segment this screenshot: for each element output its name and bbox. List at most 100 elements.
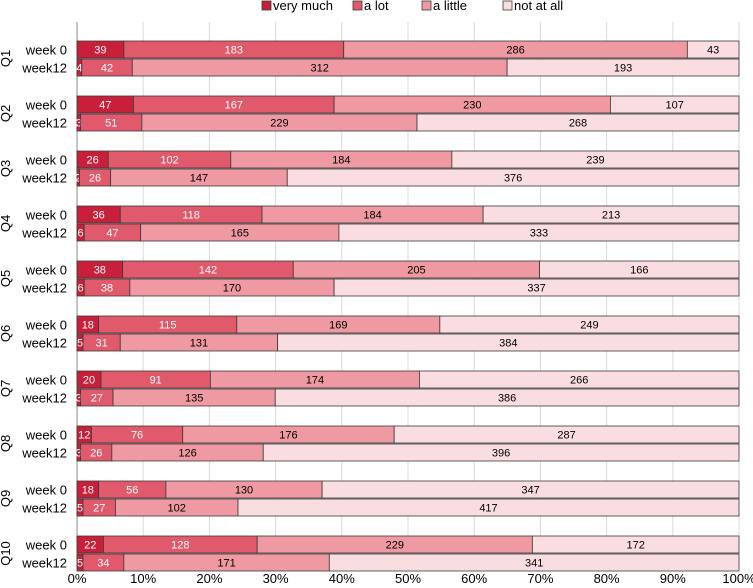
bar-segment <box>531 535 740 554</box>
data-label: 5 <box>77 338 83 350</box>
legend-swatch <box>421 0 432 11</box>
data-label: 3 <box>76 448 82 460</box>
row-label: week 0 <box>25 153 67 168</box>
row-label: week 0 <box>25 538 67 553</box>
bar-segment <box>262 443 740 462</box>
data-label: 43 <box>707 45 719 57</box>
data-label: 4 <box>76 63 82 75</box>
data-label: 130 <box>235 485 253 497</box>
row-label: week 0 <box>25 428 67 443</box>
row-label: week12 <box>21 391 67 406</box>
row-label: week 0 <box>25 208 67 223</box>
row-label: week12 <box>21 336 67 351</box>
data-label: 312 <box>311 63 329 75</box>
row-label: week 0 <box>25 43 67 58</box>
legend: very much a lot a little not at all <box>261 0 563 13</box>
data-label: 193 <box>614 63 632 75</box>
bar-segment <box>610 95 740 114</box>
data-label: 167 <box>225 100 243 112</box>
row-label: week12 <box>21 556 67 571</box>
data-label: 184 <box>363 210 381 222</box>
data-label: 102 <box>168 503 186 515</box>
data-label: 12 <box>78 430 90 442</box>
data-label: 18 <box>82 485 94 497</box>
bar-segment <box>321 480 740 499</box>
data-label: 102 <box>160 155 178 167</box>
bar-segment <box>393 425 740 444</box>
data-label: 3 <box>76 118 82 130</box>
data-label: 34 <box>97 558 109 570</box>
data-label: 51 <box>105 118 117 130</box>
data-label: 396 <box>492 448 510 460</box>
row-label: week12 <box>21 116 67 131</box>
data-label: 266 <box>570 375 588 387</box>
data-label: 5 <box>77 503 83 515</box>
data-label: 76 <box>131 430 143 442</box>
data-label: 26 <box>86 155 98 167</box>
data-label: 142 <box>199 265 217 277</box>
data-label: 205 <box>407 265 425 277</box>
x-tick-label: 60% <box>461 571 487 586</box>
data-label: 386 <box>498 393 516 405</box>
bar-segment <box>338 223 740 242</box>
data-label: 115 <box>159 320 177 332</box>
data-label: 147 <box>190 173 208 185</box>
data-label: 3 <box>76 393 82 405</box>
group-label: Q5 <box>0 270 13 287</box>
data-label: 169 <box>329 320 347 332</box>
data-label: 249 <box>580 320 598 332</box>
data-label: 229 <box>386 540 404 552</box>
bar-segment <box>328 553 740 572</box>
x-axis-ticks: 0% 10% 20% 30% 40% 50% 60% 70% 80% 90% 100% <box>68 571 753 586</box>
data-label: 26 <box>89 173 101 185</box>
row-label: week 0 <box>25 373 67 388</box>
bar-segment <box>419 370 740 389</box>
group-label: Q7 <box>0 380 13 397</box>
data-label: 2 <box>75 173 81 185</box>
data-label: 107 <box>666 100 684 112</box>
legend-entry: very much <box>273 0 333 13</box>
legend-entry: a little <box>433 0 467 13</box>
row-label: week12 <box>21 61 67 76</box>
data-label: 26 <box>90 448 102 460</box>
data-label: 38 <box>101 283 113 295</box>
bar-segment <box>506 58 740 77</box>
bar-segment <box>286 168 740 187</box>
group-label: Q6 <box>0 325 13 342</box>
x-tick-label: 80% <box>594 571 620 586</box>
row-label: week12 <box>21 281 67 296</box>
data-label: 229 <box>270 118 288 130</box>
row-label: week 0 <box>25 483 67 498</box>
data-label: 341 <box>525 558 543 570</box>
legend-entry: a lot <box>364 0 389 13</box>
bar-segment <box>686 40 740 59</box>
bar-segment <box>237 498 740 517</box>
data-label: 239 <box>586 155 604 167</box>
data-label: 18 <box>82 320 94 332</box>
data-label: 287 <box>557 430 575 442</box>
data-label: 135 <box>185 393 203 405</box>
data-label: 47 <box>99 100 111 112</box>
x-tick-label: 90% <box>660 571 686 586</box>
data-label: 170 <box>223 283 241 295</box>
data-label: 268 <box>569 118 587 130</box>
x-tick-label: 50% <box>395 571 421 586</box>
row-label: week 0 <box>25 318 67 333</box>
data-label: 56 <box>126 485 138 497</box>
bar-segment <box>333 278 740 297</box>
x-tick-label: 40% <box>329 571 355 586</box>
group-label: Q8 <box>0 435 13 452</box>
data-label: 165 <box>231 228 249 240</box>
group-label: Q2 <box>0 105 13 122</box>
group-label: Q10 <box>0 541 13 566</box>
group-label: Q3 <box>0 160 13 177</box>
data-label: 176 <box>279 430 297 442</box>
x-tick-label: 0% <box>68 571 87 586</box>
data-label: 230 <box>463 100 481 112</box>
x-tick-label: 20% <box>196 571 222 586</box>
data-label: 174 <box>306 375 324 387</box>
x-tick-label: 30% <box>263 571 289 586</box>
data-label: 118 <box>182 210 200 222</box>
data-label: 286 <box>506 45 524 57</box>
